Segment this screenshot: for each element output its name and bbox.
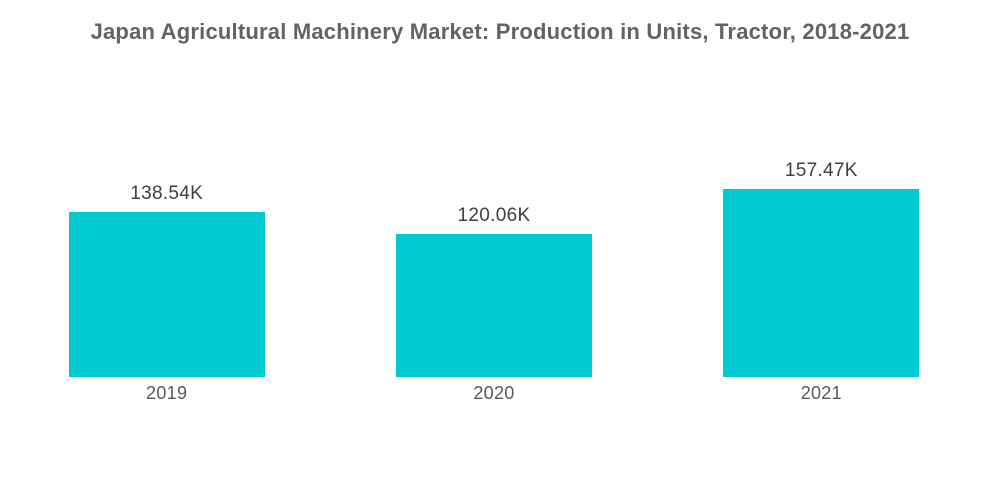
chart-title: Japan Agricultural Machinery Market: Pro… — [90, 19, 910, 44]
bar-2019 — [68, 212, 265, 377]
value-label: 138.54K — [130, 183, 204, 204]
bar-2020 — [395, 234, 592, 377]
bar-column-2019: 138.54K 2019 — [3, 0, 330, 403]
bar-column-2020: 120.06K 2020 — [330, 0, 657, 403]
plot-area: 138.54K 2019 120.06K 2020 157.47K 2021 — [3, 0, 985, 403]
value-label: 120.06K — [457, 205, 531, 226]
category-label: 2019 — [146, 383, 188, 403]
bar-column-2021: 157.47K 2021 — [658, 0, 985, 403]
bar-2021 — [723, 189, 920, 377]
category-label: 2020 — [473, 383, 515, 403]
category-label: 2021 — [800, 383, 842, 403]
value-label: 157.47K — [784, 160, 858, 181]
